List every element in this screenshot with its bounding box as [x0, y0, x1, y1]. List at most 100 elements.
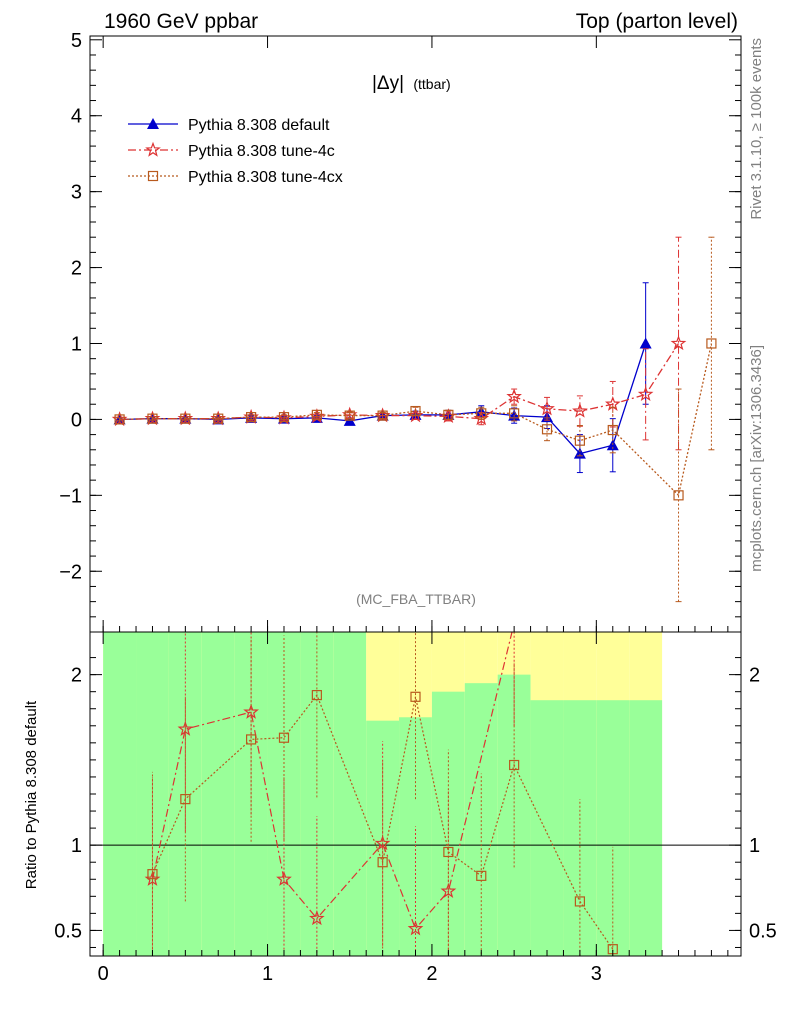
ratio-point [246, 734, 257, 745]
ratio-point [243, 703, 259, 719]
data-point [278, 412, 290, 423]
data-point [410, 405, 421, 417]
band-green-bin [136, 632, 169, 956]
band-green-bin [563, 700, 597, 956]
data-point [572, 402, 588, 418]
series-line [119, 343, 713, 497]
ratio-series-line [151, 693, 614, 950]
data-point [541, 424, 553, 435]
ratio-series-line [151, 632, 513, 930]
main-plot [111, 236, 717, 603]
right-title: Top (parton level) [576, 10, 738, 33]
data-point [213, 413, 224, 424]
plot-title-sub: (ttbar) [413, 76, 450, 92]
data-point [539, 400, 555, 416]
legend: Pythia 8.308 default Pythia 8.308 tune-4c… [128, 117, 343, 186]
series-line [119, 343, 647, 455]
main-y-tick-label: 0 [71, 409, 82, 431]
main-y-tick-label: −2 [59, 561, 82, 583]
data-point [639, 337, 652, 349]
data-point [344, 410, 355, 421]
source-label: mcplots.cern.ch [arXiv:1306.3436] [748, 345, 765, 572]
main-y-tick-label: 5 [71, 30, 82, 52]
data-point [509, 408, 520, 419]
band-green-bin [201, 632, 235, 956]
series-2 [114, 236, 717, 603]
plot-title: |Δy| (ttbar) [372, 73, 451, 94]
x-tick-label: 1 [262, 963, 273, 985]
ratio-y-tick-label: 1 [71, 835, 82, 857]
ratio-y-tick-label-right: 1 [749, 835, 760, 857]
left-title: 1960 GeV ppbar [104, 10, 258, 33]
band-green-bin [596, 700, 630, 956]
ratio-bands [90, 632, 741, 956]
legend-label: Pythia 8.308 default [188, 117, 330, 134]
data-point [574, 435, 585, 446]
data-point [673, 490, 684, 501]
data-point [311, 409, 322, 420]
ratio-y-tick-label: 0.5 [54, 920, 82, 942]
ratio-point [574, 896, 585, 907]
band-green-bin [267, 632, 301, 956]
ratio-y-tick-label-right: 2 [749, 665, 760, 687]
data-point [506, 388, 522, 404]
main-y-tick-label: 3 [71, 182, 82, 204]
ratio-y-axis-label: Ratio to Pythia 8.308 default [23, 700, 40, 889]
main-y-tick-label: 4 [71, 106, 82, 128]
ratio-y-tick-label-right: 0.5 [749, 920, 777, 942]
data-point [607, 424, 618, 436]
x-tick-label: 3 [591, 963, 602, 985]
series-1 [111, 236, 687, 451]
data-point [377, 410, 388, 421]
legend-marker [147, 118, 159, 129]
ratio-point [377, 857, 388, 868]
series-line [119, 343, 680, 421]
data-point [670, 335, 687, 351]
band-green-bin [300, 632, 334, 956]
data-point [180, 413, 191, 424]
band-green-bin [629, 700, 663, 956]
ratio-plot [144, 632, 618, 956]
axes: 0 1 2 3 −2 −1 0 1 2 3 4 5 0.5 0.5 1 1 2 2 [54, 30, 777, 985]
ratio-series-group [144, 632, 618, 956]
ratio-point [276, 871, 292, 886]
ratio-y-tick-label: 2 [71, 665, 82, 687]
data-point [706, 338, 717, 349]
data-point [443, 409, 454, 420]
plot-title-main: |Δy| [372, 73, 404, 94]
ratio-point [407, 920, 424, 936]
ratio-point [180, 794, 191, 805]
data-point [147, 413, 158, 424]
band-green-bin [333, 632, 367, 956]
legend-label: Pythia 8.308 tune-4c [188, 143, 335, 160]
ratio-point [374, 835, 391, 851]
band-green-bin [399, 717, 432, 956]
main-y-tick-label: −1 [59, 485, 82, 507]
main-y-tick-label: 1 [71, 333, 82, 355]
band-green-bin [530, 700, 564, 956]
rivet-label: Rivet 3.1.10, ≥ 100k events [748, 38, 765, 220]
ratio-point [509, 759, 520, 771]
ratio-point [278, 732, 290, 743]
ratio-point [410, 691, 421, 702]
x-tick-label: 2 [426, 963, 437, 985]
data-point [246, 412, 257, 423]
band-green-bin [464, 683, 498, 956]
ratio-point [476, 870, 487, 881]
data-point [114, 414, 125, 425]
ratio-point [443, 846, 454, 858]
ratio-point [309, 910, 325, 926]
legend-label: Pythia 8.308 tune-4cx [188, 169, 343, 186]
ratio-point [311, 689, 322, 701]
ratio-point [147, 869, 158, 880]
legend-marker [145, 141, 161, 157]
series-0 [113, 282, 652, 474]
band-green-bin [103, 632, 137, 956]
x-tick-label: 0 [98, 963, 109, 985]
main-y-tick-label: 2 [71, 258, 82, 280]
legend-marker [147, 170, 159, 182]
data-point [476, 408, 487, 419]
analysis-label: (MC_FBA_TTBAR) [356, 591, 476, 607]
data-point [637, 386, 654, 402]
